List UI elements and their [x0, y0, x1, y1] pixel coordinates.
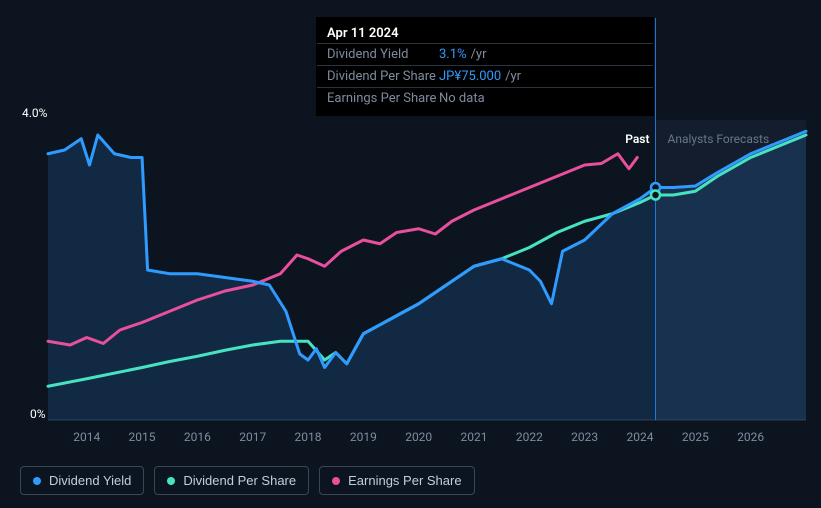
legend-item-dividend-yield[interactable]: Dividend Yield — [20, 466, 144, 495]
y-axis-max: 4.0% — [22, 106, 47, 120]
legend-item-label: Earnings Per Share — [348, 473, 461, 488]
tooltip-row: Dividend Per ShareJP¥75.000/yr — [317, 65, 653, 87]
legend-dot-icon — [33, 477, 41, 485]
legend-dot-icon — [332, 477, 340, 485]
x-tick: 2016 — [184, 430, 211, 444]
x-tick: 2023 — [571, 430, 598, 444]
legend-item-dividend-per-share[interactable]: Dividend Per Share — [154, 466, 309, 495]
legend-item-earnings-per-share[interactable]: Earnings Per Share — [319, 466, 474, 495]
x-tick: 2018 — [295, 430, 322, 444]
x-tick: 2022 — [516, 430, 543, 444]
x-tick: 2015 — [129, 430, 156, 444]
chart-area: Apr 11 2024 Dividend Yield3.1%/yrDividen… — [0, 0, 821, 460]
tooltip-row-label: Dividend Yield — [327, 47, 439, 62]
tooltip-row-label: Earnings Per Share — [327, 91, 439, 106]
tooltip-row-value: 3.1% — [439, 47, 467, 62]
x-tick: 2019 — [350, 430, 377, 444]
x-tick: 2020 — [405, 430, 432, 444]
forecast-label: Analysts Forecasts — [668, 132, 770, 146]
x-tick: 2017 — [239, 430, 266, 444]
tooltip-row-value: JP¥75.000 — [439, 69, 501, 84]
x-tick: 2024 — [627, 430, 654, 444]
x-tick: 2025 — [682, 430, 709, 444]
x-tick: 2026 — [737, 430, 764, 444]
legend-dot-icon — [167, 477, 175, 485]
tooltip-row-value: No data — [439, 91, 485, 106]
x-tick: 2014 — [73, 430, 100, 444]
past-label: Past — [625, 132, 649, 146]
tooltip-row-unit: /yr — [471, 47, 487, 62]
y-axis-min: 0% — [30, 407, 46, 421]
chart-legend: Dividend Yield Dividend Per Share Earnings… — [20, 466, 475, 495]
tooltip-row-label: Dividend Per Share — [327, 69, 439, 84]
chart-tooltip: Apr 11 2024 Dividend Yield3.1%/yrDividen… — [316, 17, 654, 116]
legend-item-label: Dividend Yield — [49, 473, 131, 488]
tooltip-row: Earnings Per ShareNo data — [317, 87, 653, 109]
legend-item-label: Dividend Per Share — [183, 473, 296, 488]
x-axis-ticks: 2014 2015 2016 2017 2018 2019 2020 2021 2022 2023… — [0, 430, 821, 446]
x-tick: 2021 — [461, 430, 488, 444]
tooltip-date: Apr 11 2024 — [317, 24, 653, 43]
tooltip-row-unit: /yr — [505, 69, 521, 84]
tooltip-row: Dividend Yield3.1% /yr — [317, 43, 653, 65]
